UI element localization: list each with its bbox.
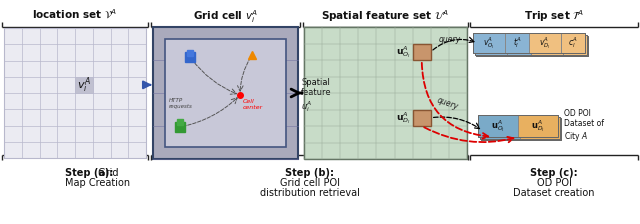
Text: $\mathbf{u}_{D_l}^A$: $\mathbf{u}_{D_l}^A$ [531,118,545,134]
Bar [478,115,558,137]
Text: query: query [436,96,460,112]
Text: $v_{O_l}^A$: $v_{O_l}^A$ [483,35,495,51]
Bar [520,117,560,139]
Text: OD POI: OD POI [536,178,572,188]
Bar [165,39,286,147]
Text: Map Creation: Map Creation [65,178,130,188]
Bar [473,33,505,53]
Text: Step (a):: Step (a): [65,168,113,178]
Text: Dataset creation: Dataset creation [513,188,595,198]
Text: $\mathbf{u}_{D_l}^A$: $\mathbf{u}_{D_l}^A$ [396,110,411,126]
Bar [564,36,588,56]
Text: $v_i^A$: $v_i^A$ [77,75,91,95]
Bar [4,28,146,158]
Bar [478,115,518,137]
Bar [532,36,564,56]
Bar [481,118,561,140]
Bar [480,117,560,139]
Bar [475,35,587,55]
Text: Step (b):: Step (b): [285,168,334,178]
Text: query: query [439,35,461,44]
Text: $\mathbf{u}_{O_l}^A$: $\mathbf{u}_{O_l}^A$ [396,44,411,60]
Bar [531,35,563,55]
Bar [473,33,585,53]
Text: Spatial
feature
$u_i^A$: Spatial feature $u_i^A$ [301,78,332,114]
Bar [521,118,561,140]
Bar [153,27,298,159]
Bar [475,35,507,55]
Text: Cell
center: Cell center [243,99,263,110]
Text: $\mathbf{u}_{O_l}^A$: $\mathbf{u}_{O_l}^A$ [491,118,505,134]
Bar [518,115,558,137]
Bar [563,35,587,55]
Text: Step (c):: Step (c): [530,168,578,178]
Bar [75,77,93,93]
Bar [507,35,531,55]
Bar [304,27,467,159]
Bar [561,33,585,53]
Text: Grid cell $v_i^A$: Grid cell $v_i^A$ [193,8,258,25]
Text: Grid: Grid [95,168,118,178]
Text: $v_{D_l}^A$: $v_{D_l}^A$ [539,35,551,51]
Text: Grid cell POI: Grid cell POI [280,178,339,188]
Text: $c_l^A$: $c_l^A$ [568,36,578,50]
Text: OD POI
Dataset of
City $A$: OD POI Dataset of City $A$ [564,109,604,143]
Text: $t_l^A$: $t_l^A$ [513,36,522,50]
Text: HTTP
requests: HTTP requests [169,98,193,109]
Bar [413,43,431,60]
Bar [480,117,520,139]
Bar [529,33,561,53]
Bar [413,110,431,126]
Bar [508,36,532,56]
Text: Spatial feature set $\mathcal{U}^A$: Spatial feature set $\mathcal{U}^A$ [321,8,449,24]
Bar [481,118,521,140]
Bar [476,36,508,56]
Bar [505,33,529,53]
Text: location set $\mathcal{V}^A$: location set $\mathcal{V}^A$ [32,8,118,22]
Text: Trip set $\mathcal{T}^A$: Trip set $\mathcal{T}^A$ [524,8,584,24]
Text: distribution retrieval: distribution retrieval [260,188,360,198]
Bar [476,36,588,56]
